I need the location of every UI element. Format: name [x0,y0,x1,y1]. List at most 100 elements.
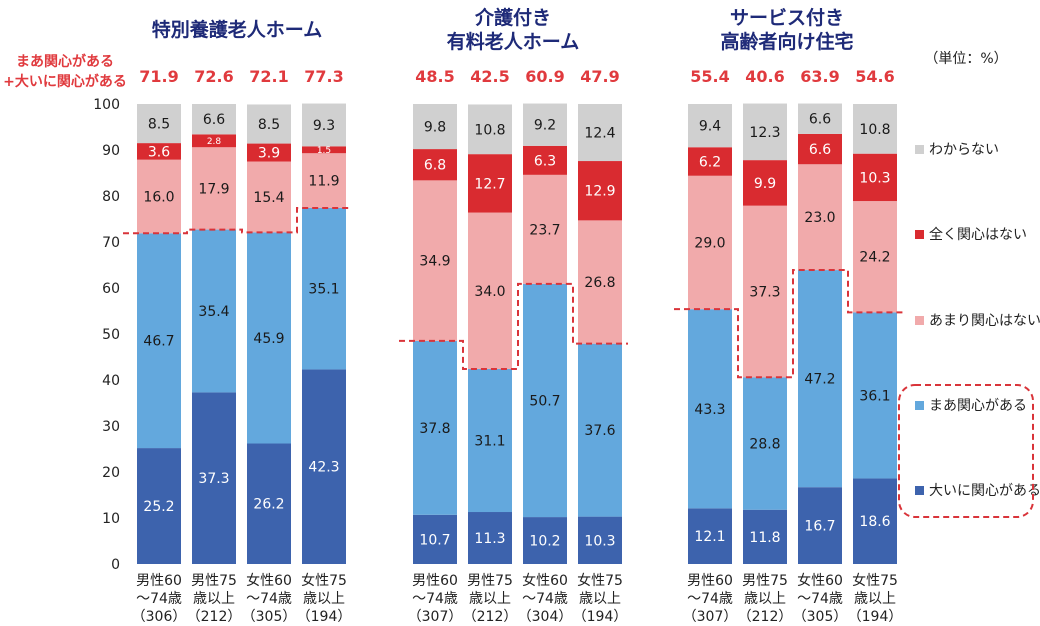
data-label: 34.9 [419,254,450,270]
data-label: 50.7 [529,393,560,409]
category-label: （305） [793,609,848,625]
category-label: 男性60 [687,573,733,589]
sum-value: 63.9 [800,67,839,86]
data-label: 37.6 [584,423,615,439]
bar-segment [413,340,457,515]
category-label: （212） [187,609,242,625]
bar-segment [302,207,346,370]
data-label: 37.8 [419,421,450,437]
sum-value: 77.3 [304,67,343,86]
bar-segment [192,104,236,135]
data-label: 16.0 [143,189,174,205]
data-label: 8.5 [258,117,280,133]
data-label: 26.2 [253,497,284,513]
sum-value: 71.9 [139,67,178,86]
data-label: 43.3 [694,402,725,418]
data-label: 10.2 [529,534,560,550]
bar-segment [137,233,181,449]
bar-segment [302,153,346,208]
category-label: ～74歳 [522,591,568,607]
data-label: 35.1 [308,282,339,298]
bar-segment [798,164,842,271]
bar-segment [413,149,457,181]
bar-segment [192,147,236,230]
legend-swatch [915,145,924,154]
bar-segment [743,103,787,161]
data-label: 42.3 [308,460,339,476]
bar-segment [247,232,291,444]
bar-segment [247,443,291,564]
bar-segment [853,201,897,313]
data-label: 31.1 [474,433,505,449]
data-label: 23.0 [804,210,835,226]
data-label: 12.1 [694,529,725,545]
unit-label: （単位：%） [924,51,1007,67]
category-label: 歳以上 [303,591,345,607]
sum-value: 40.6 [745,67,784,86]
bar-segment [743,160,787,206]
data-label: 3.6 [148,144,170,160]
bar-segment [743,509,787,564]
bar-segment [247,104,291,144]
data-label: 35.4 [198,304,229,320]
bar-segment [192,229,236,393]
legend-highlight-box [898,384,1034,518]
data-label: 12.4 [584,126,615,142]
category-label: 男性60 [412,573,458,589]
bar-segment [302,146,346,154]
bar-segment [853,153,897,202]
category-label: 男性75 [191,573,237,589]
category-label: （305） [242,609,297,625]
group-title: 特別養護老人ホーム [152,18,322,41]
category-label: 歳以上 [193,591,235,607]
bar-segment [302,369,346,564]
bar-segment [413,104,457,150]
category-label: （307） [683,609,738,625]
category-label: 歳以上 [744,591,786,607]
legend-label: 大いに関心がある [929,483,1040,499]
y-axis: 0 10 20 30 40 50 60 70 80 90 100 [93,97,120,573]
legend-label: あまり関心はない [929,313,1040,329]
legend-swatch [915,230,924,239]
legend-swatch [915,316,924,325]
bar-segment [743,377,787,510]
data-label: 23.7 [529,222,560,238]
bar-segment [853,312,897,479]
bar-segment [192,392,236,564]
data-label: 10.8 [474,122,505,138]
data-label: 9.2 [534,118,556,134]
y-tick-label: 60 [102,281,120,297]
data-label: 11.9 [308,174,339,190]
category-label: 女性60 [246,572,292,589]
category-label: ～74歳 [687,591,733,607]
data-label: 15.4 [253,190,284,206]
y-tick-label: 10 [102,511,120,527]
bar-segment [688,175,732,310]
data-label: 36.1 [859,388,890,404]
bar-segment [523,103,567,146]
bar-segment [247,161,291,233]
bar-segment [413,514,457,564]
sum-label-line2: +大いに関心がある [3,73,127,90]
y-tick-label: 40 [102,373,120,389]
y-tick-label: 50 [102,327,120,343]
data-label: 6.6 [203,112,225,128]
sum-value: 72.1 [249,67,288,86]
group-title: 有料老人ホーム [447,30,579,53]
group-title: 高齢者向け住宅 [720,30,853,53]
bar-segment [523,517,567,564]
data-label: 6.2 [699,155,721,171]
data-label: 10.3 [584,533,615,549]
data-label: 46.7 [143,334,174,350]
bar-segment [688,309,732,509]
sum-label-line1: まあ関心がある [16,53,114,70]
data-label: 37.3 [749,284,780,300]
category-label: 歳以上 [854,591,896,607]
data-label: 10.8 [859,122,890,138]
category-label: （304） [518,609,573,625]
bar-segment [688,508,732,564]
y-tick-label: 90 [102,143,120,159]
y-tick-label: 80 [102,189,120,205]
bar-segment [468,368,512,513]
